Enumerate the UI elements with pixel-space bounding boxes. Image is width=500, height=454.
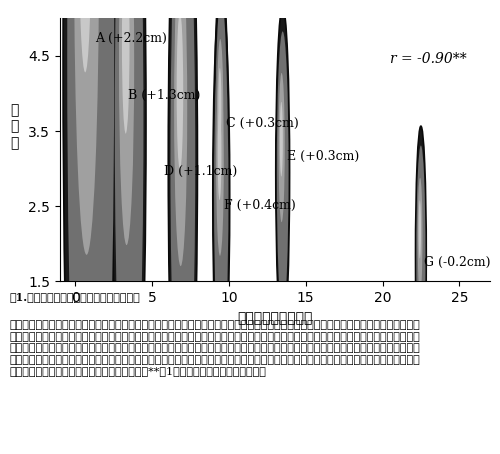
Ellipse shape	[168, 0, 198, 454]
Ellipse shape	[418, 200, 421, 258]
Ellipse shape	[418, 178, 422, 294]
Ellipse shape	[74, 0, 99, 255]
X-axis label: 損傷デンプン（％）: 損傷デンプン（％）	[238, 311, 312, 325]
Ellipse shape	[112, 0, 146, 454]
Text: C (+0.3cm): C (+0.3cm)	[226, 117, 298, 129]
Ellipse shape	[122, 0, 130, 133]
Ellipse shape	[218, 68, 222, 143]
Ellipse shape	[277, 31, 288, 313]
Ellipse shape	[214, 23, 228, 367]
Text: r = -0.90**: r = -0.90**	[390, 52, 467, 66]
Ellipse shape	[213, 0, 230, 398]
Ellipse shape	[79, 0, 92, 72]
Text: Ａ：ペクチナーゼ処理後に気流粉砕機で粉砕した米粉（市販）、Ｂ：気流粉砕機で粉砕した米粉（詳細不明、市販）、Ｃ：水浸測後にロー
ル粉砕機で粉砕した米粉（上新粉）、: Ａ：ペクチナーゼ処理後に気流粉砕機で粉砕した米粉（市販）、Ｂ：気流粉砕機で粉砕し…	[10, 320, 421, 376]
Ellipse shape	[218, 109, 222, 200]
Ellipse shape	[217, 39, 224, 188]
Text: F (+0.4cm): F (+0.4cm)	[224, 198, 296, 212]
Text: E (+0.3cm): E (+0.3cm)	[288, 150, 360, 163]
Ellipse shape	[114, 0, 144, 454]
Ellipse shape	[278, 73, 285, 222]
Ellipse shape	[67, 0, 114, 454]
Ellipse shape	[176, 12, 183, 170]
Text: 図1.米粉の損傷デンプンと製パン性の関係: 図1.米粉の損傷デンプンと製パン性の関係	[10, 291, 141, 301]
Ellipse shape	[276, 6, 289, 338]
Ellipse shape	[214, 0, 228, 304]
Text: B (+1.3cm): B (+1.3cm)	[128, 89, 200, 103]
Text: A (+2.2cm): A (+2.2cm)	[96, 31, 167, 44]
Ellipse shape	[416, 145, 426, 365]
Ellipse shape	[170, 0, 196, 454]
Ellipse shape	[63, 0, 118, 454]
Text: D (+1.1cm): D (+1.1cm)	[164, 165, 238, 178]
Text: G (-0.2cm): G (-0.2cm)	[424, 256, 490, 269]
Ellipse shape	[216, 0, 227, 280]
Ellipse shape	[280, 102, 283, 177]
Ellipse shape	[416, 126, 426, 384]
Y-axis label: 比
容
積: 比 容 積	[10, 104, 18, 150]
Ellipse shape	[174, 0, 187, 266]
Ellipse shape	[216, 74, 224, 256]
Ellipse shape	[119, 0, 134, 245]
